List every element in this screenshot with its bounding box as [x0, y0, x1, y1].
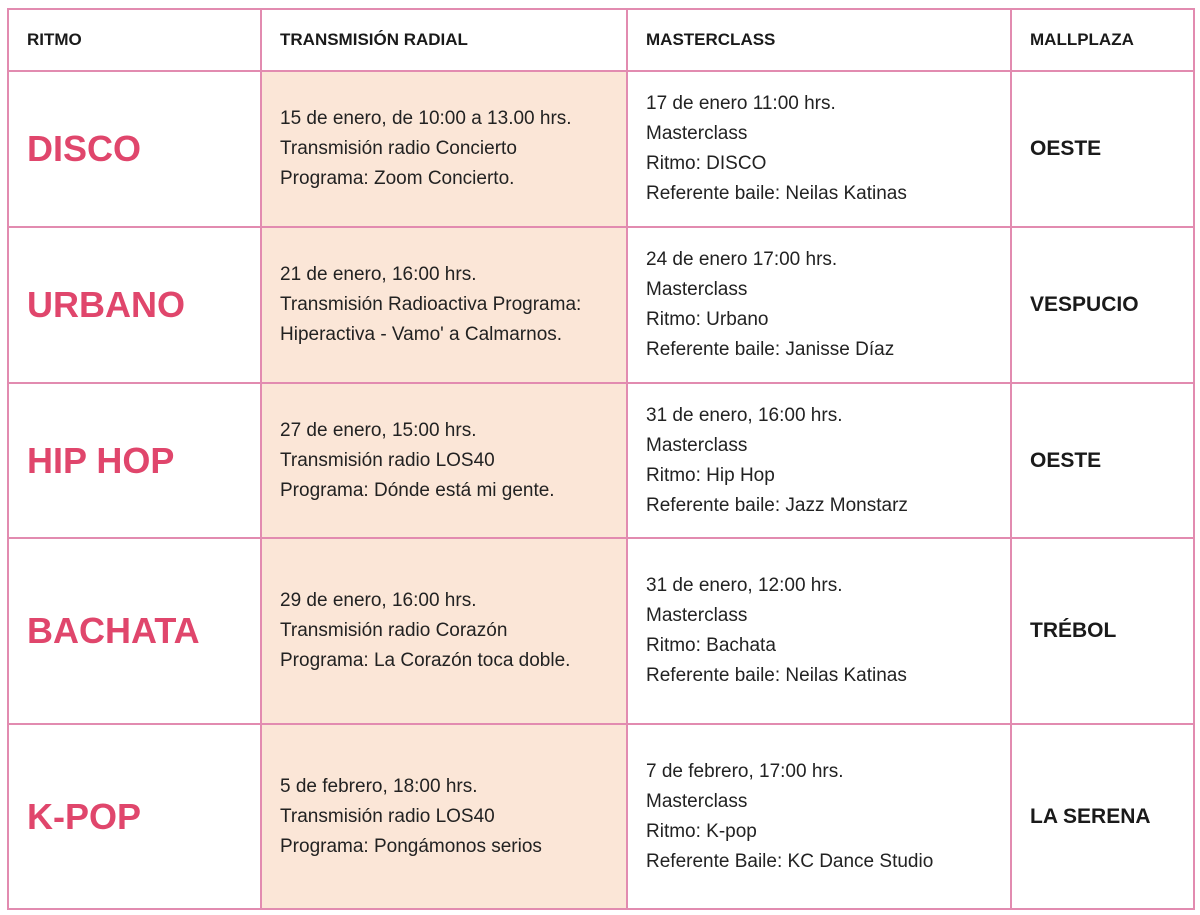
schedule-table-wrap: RITMO TRANSMISIÓN RADIAL MASTERCLASS MALLPL… — [7, 8, 1195, 910]
column-header: RITMO — [7, 8, 262, 72]
radio-line: 29 de enero, 16:00 hrs. — [280, 590, 477, 611]
radio-cell: 5 de febrero, 18:00 hrs. Transmisión radi… — [260, 723, 628, 910]
radio-line: Hiperactiva - Vamo' a Calmarnos. — [280, 324, 563, 345]
table-row: BACHATA 29 de enero, 16:00 hrs. Transmisió… — [7, 537, 1195, 725]
radio-line: 5 de febrero, 18:00 hrs. — [280, 775, 478, 797]
masterclass-line: Referente baile: Janisse Díaz — [646, 339, 895, 360]
masterclass-line: 31 de enero, 12:00 hrs. — [646, 575, 843, 596]
mallplaza-cell: VESPUCIO — [1010, 226, 1195, 384]
ritmo-cell: HIP HOP — [7, 382, 262, 539]
masterclass-cell: 17 de enero 11:00 hrs. Masterclass Ritmo: … — [626, 70, 1012, 228]
radio-line: 21 de enero, 16:00 hrs. — [280, 264, 477, 285]
radio-line: Programa: Pongámonos serios — [280, 835, 542, 857]
mallplaza-cell: TRÉBOL — [1010, 537, 1195, 725]
radio-line: Transmisión radio LOS40 — [280, 805, 495, 827]
mallplaza-cell: OESTE — [1010, 382, 1195, 539]
radio-cell: 15 de enero, de 10:00 a 13.00 hrs. Transm… — [260, 70, 628, 228]
column-header: MALLPLAZA — [1010, 8, 1195, 72]
masterclass-cell: 7 de febrero, 17:00 hrs. Masterclass Ritmo… — [626, 723, 1012, 910]
table-row: URBANO 21 de enero, 16:00 hrs. Transmisión… — [7, 226, 1195, 384]
column-header: MASTERCLASS — [626, 8, 1012, 72]
column-header: TRANSMISIÓN RADIAL — [260, 8, 628, 72]
masterclass-cell: 31 de enero, 12:00 hrs. Masterclass Ritmo:… — [626, 537, 1012, 725]
masterclass-line: Ritmo: K-pop — [646, 820, 757, 842]
masterclass-line: Referente baile: Jazz Monstarz — [646, 494, 908, 516]
radio-line: 15 de enero, de 10:00 a 13.00 hrs. — [280, 108, 572, 129]
radio-line: 27 de enero, 15:00 hrs. — [280, 419, 477, 441]
ritmo-cell: URBANO — [7, 226, 262, 384]
masterclass-line: Masterclass — [646, 123, 748, 144]
radio-line: Transmisión radio Concierto — [280, 138, 517, 159]
radio-line: Programa: Dónde está mi gente. — [280, 479, 555, 501]
ritmo-cell: DISCO — [7, 70, 262, 228]
masterclass-line: 7 de febrero, 17:00 hrs. — [646, 760, 844, 782]
masterclass-line: Ritmo: Urbano — [646, 309, 769, 330]
masterclass-line: Referente baile: Neilas Katinas — [646, 183, 907, 204]
mallplaza-cell: OESTE — [1010, 70, 1195, 228]
masterclass-line: Masterclass — [646, 790, 748, 812]
masterclass-line: Masterclass — [646, 434, 748, 456]
masterclass-line: Masterclass — [646, 279, 748, 300]
masterclass-line: Referente baile: Neilas Katinas — [646, 665, 907, 686]
masterclass-cell: 31 de enero, 16:00 hrs. Masterclass Ritmo:… — [626, 382, 1012, 539]
radio-line: Transmisión radio LOS40 — [280, 449, 495, 471]
masterclass-line: Referente Baile: KC Dance Studio — [646, 850, 934, 872]
radio-cell: 21 de enero, 16:00 hrs. Transmisión Radio… — [260, 226, 628, 384]
masterclass-cell: 24 de enero 17:00 hrs. Masterclass Ritmo: … — [626, 226, 1012, 384]
masterclass-line: Ritmo: DISCO — [646, 153, 767, 174]
radio-line: Programa: La Corazón toca doble. — [280, 650, 571, 671]
masterclass-line: Masterclass — [646, 605, 748, 626]
masterclass-line: 17 de enero 11:00 hrs. — [646, 93, 836, 114]
header-row: RITMO TRANSMISIÓN RADIAL MASTERCLASS MALLPL… — [7, 8, 1195, 72]
ritmo-cell: K-POP — [7, 723, 262, 910]
masterclass-line: 24 de enero 17:00 hrs. — [646, 249, 838, 270]
masterclass-line: Ritmo: Bachata — [646, 635, 776, 656]
table-row: HIP HOP 27 de enero, 15:00 hrs. Transmisió… — [7, 382, 1195, 539]
radio-cell: 29 de enero, 16:00 hrs. Transmisión radio… — [260, 537, 628, 725]
radio-line: Transmisión radio Corazón — [280, 620, 508, 641]
masterclass-line: 31 de enero, 16:00 hrs. — [646, 404, 843, 426]
mallplaza-cell: LA SERENA — [1010, 723, 1195, 910]
table-row: K-POP 5 de febrero, 18:00 hrs. Transmisión… — [7, 723, 1195, 910]
table-row: DISCO 15 de enero, de 10:00 a 13.00 hrs. T… — [7, 70, 1195, 228]
radio-cell: 27 de enero, 15:00 hrs. Transmisión radio… — [260, 382, 628, 539]
radio-line: Programa: Zoom Concierto. — [280, 168, 515, 189]
schedule-table: RITMO TRANSMISIÓN RADIAL MASTERCLASS MALLPL… — [7, 8, 1195, 910]
masterclass-line: Ritmo: Hip Hop — [646, 464, 775, 486]
ritmo-cell: BACHATA — [7, 537, 262, 725]
radio-line: Transmisión Radioactiva Programa: — [280, 294, 582, 315]
